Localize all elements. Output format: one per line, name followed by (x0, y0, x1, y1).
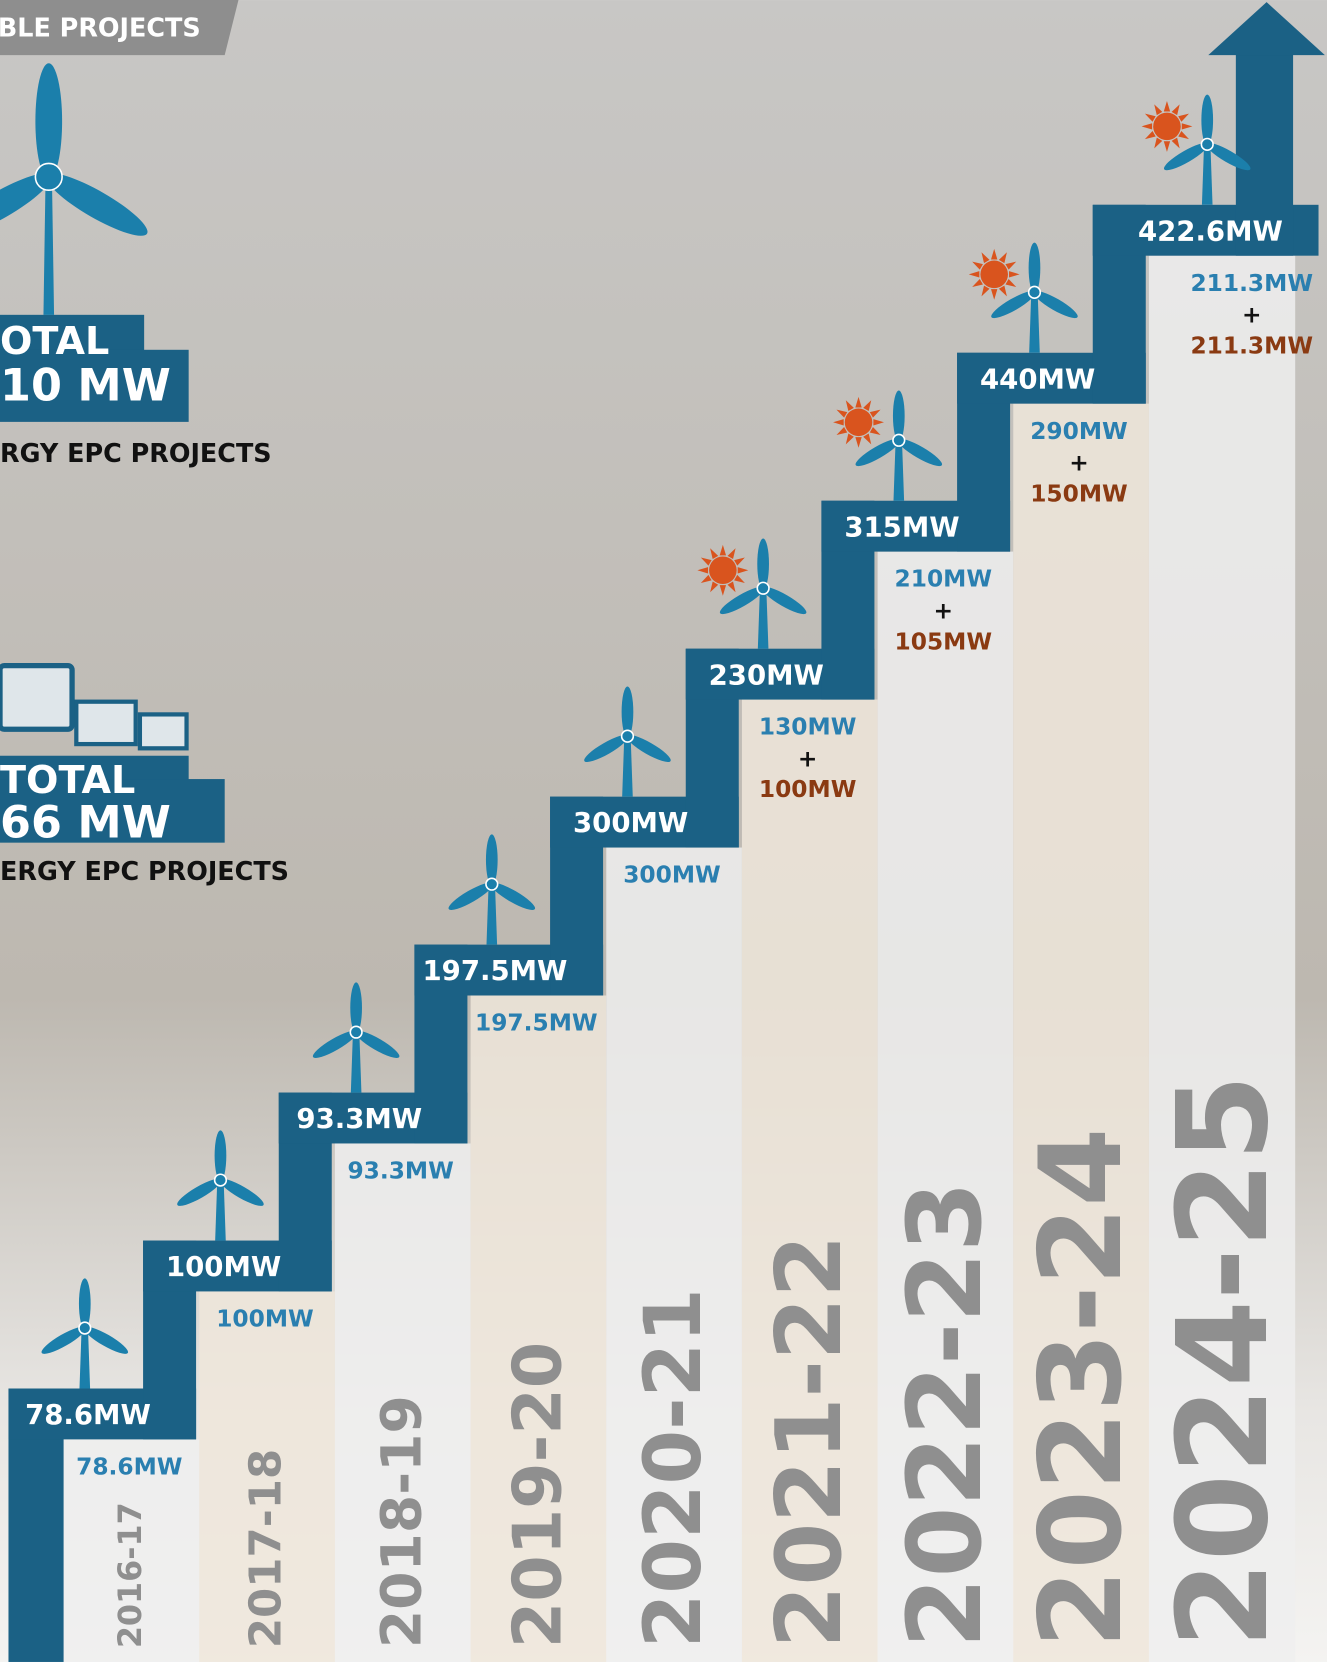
page: BLE PROJECTS OTAL 10 MW RGY EPC PROJECTS… (0, 0, 1327, 1662)
hub (757, 582, 769, 594)
banner-text: BLE PROJECTS (0, 13, 201, 43)
wind-value: 100MW (216, 1306, 314, 1333)
hub (79, 1322, 91, 1334)
plus-sign: + (1069, 450, 1089, 477)
wind-value: 130MW (759, 714, 857, 741)
sun-disc (1153, 113, 1181, 141)
wind-value: 290MW (1030, 418, 1128, 445)
solar-total-value: 66 MW (0, 797, 171, 848)
wind-value: 93.3MW (347, 1158, 453, 1185)
hub (215, 1174, 227, 1186)
step-total: 93.3MW (296, 1103, 422, 1135)
year-label: 2016-17 (112, 1502, 149, 1648)
sun-disc (845, 409, 873, 437)
sun-disc (709, 556, 737, 584)
wind-value: 78.6MW (76, 1454, 182, 1481)
wind-caption: RGY EPC PROJECTS (0, 438, 272, 468)
infographic: BLE PROJECTS OTAL 10 MW RGY EPC PROJECTS… (0, 0, 1327, 1662)
step-total: 315MW (844, 511, 959, 543)
wind-value: 300MW (623, 862, 721, 889)
step-total: 78.6MW (25, 1399, 151, 1431)
year-label: 2022-23 (886, 1181, 1004, 1648)
step-total: 197.5MW (423, 955, 568, 987)
hub (1201, 139, 1213, 151)
solar-value: 150MW (1030, 480, 1128, 507)
wind-total-value: 10 MW (0, 361, 171, 412)
sun-disc (980, 261, 1008, 289)
step-total: 440MW (980, 363, 1095, 395)
solar-total-label: TOTAL (0, 758, 135, 802)
year-label: 2019-20 (498, 1342, 576, 1648)
step-total: 100MW (166, 1251, 281, 1283)
step-total: 300MW (573, 807, 688, 839)
plus-sign: + (934, 598, 954, 625)
blade (35, 63, 62, 179)
wind-value: 210MW (895, 566, 993, 593)
solar-value: 100MW (759, 776, 857, 803)
hub (35, 163, 62, 190)
year-label: 2024-25 (1151, 1074, 1296, 1648)
solar-caption: ERGY EPC PROJECTS (0, 856, 289, 886)
solar-value: 105MW (895, 628, 993, 655)
plus-sign: + (798, 745, 818, 772)
year-label: 2021-22 (757, 1235, 862, 1648)
wind-value: 211.3MW (1190, 270, 1313, 297)
solar-value: 211.3MW (1190, 332, 1313, 359)
wind-value: 197.5MW (475, 1010, 598, 1037)
step-total: 230MW (709, 659, 824, 691)
hub (1029, 286, 1041, 298)
hub (486, 878, 498, 890)
year-label: 2023-24 (1015, 1128, 1147, 1648)
hub (622, 730, 634, 742)
hub (350, 1026, 362, 1038)
plus-sign: + (1242, 302, 1262, 329)
year-label: 2020-21 (628, 1288, 719, 1648)
step-total: 422.6MW (1138, 215, 1283, 247)
year-label: 2018-19 (369, 1395, 433, 1648)
year-label: 2017-18 (242, 1449, 292, 1648)
wind-total-label: OTAL (0, 319, 109, 363)
hub (893, 434, 905, 446)
